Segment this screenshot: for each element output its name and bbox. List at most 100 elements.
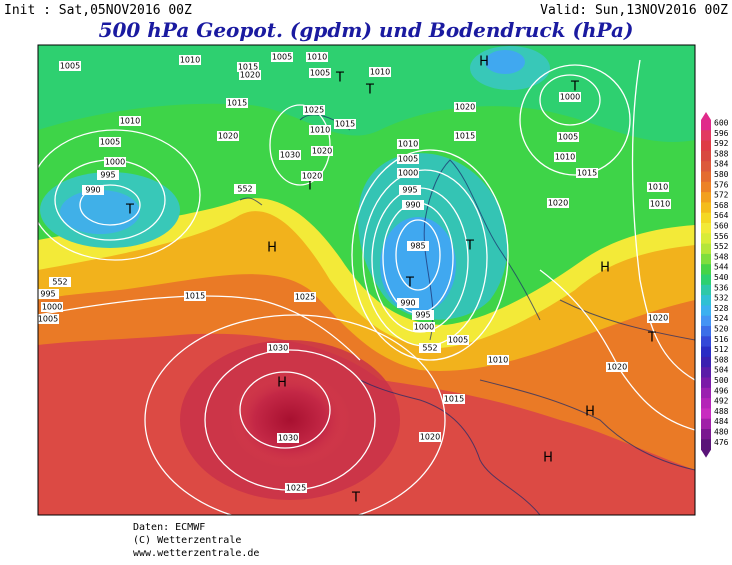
isobar-label: 1030	[280, 151, 300, 160]
colorbar-swatch	[701, 253, 711, 265]
isobar-label-bg	[279, 150, 301, 160]
isobar-label: 552	[52, 278, 67, 287]
colorbar-swatch	[701, 295, 711, 306]
isobar-label-bg	[267, 343, 289, 353]
colorbar-swatch	[701, 161, 711, 172]
isobar-label: 995	[100, 171, 115, 180]
isobar-label: 1005	[100, 138, 120, 147]
colorbar-bottom-arrow	[701, 449, 711, 458]
footer-url: www.wetterzentrale.de	[133, 548, 259, 559]
colorbar-swatch	[701, 130, 711, 142]
pressure-center: T	[125, 203, 134, 218]
isobar-label-bg	[402, 200, 424, 210]
pressure-center: H	[543, 451, 553, 466]
isobar-label: 1010	[555, 153, 575, 162]
colorbar-label: 564	[714, 211, 729, 220]
isobar-label-bg	[38, 314, 59, 324]
colorbar-label: 576	[714, 180, 729, 189]
isobar-label: 1020	[420, 433, 440, 442]
pressure-center: T	[647, 331, 656, 346]
isobar-label-bg	[454, 102, 476, 112]
colorbar-swatch	[701, 367, 711, 378]
colorbar-label: 556	[714, 232, 729, 241]
isobar-label-bg	[303, 105, 325, 115]
isobar-label-bg	[38, 289, 59, 299]
isobar-label-bg	[576, 168, 598, 178]
isobar-label: 1030	[268, 344, 288, 353]
isobar-label: 985	[410, 242, 425, 251]
isobar-label: 1030	[278, 434, 298, 443]
isobar-label-bg	[399, 185, 421, 195]
colorbar-swatch	[701, 171, 711, 183]
isobar-label: 1010	[650, 200, 670, 209]
colorbar-label: 484	[714, 417, 729, 426]
isobar-label-bg	[104, 157, 126, 167]
isobar-label-bg	[413, 322, 435, 332]
isobar-label: 1010	[648, 183, 668, 192]
colorbar-top-arrow	[701, 112, 711, 120]
colorbar-swatch	[701, 398, 711, 409]
high-core	[230, 372, 350, 468]
isobar-label: 1015	[444, 395, 464, 404]
pressure-center: H	[600, 261, 610, 276]
colorbar-label: 584	[714, 160, 729, 169]
isobar-label: 1005	[60, 62, 80, 71]
colorbar-swatch	[701, 387, 711, 399]
colorbar-swatch	[701, 202, 711, 214]
colorbar-swatch	[701, 377, 711, 389]
isobar-label-bg	[294, 292, 316, 302]
colorbar-swatch	[701, 120, 711, 131]
colorbar-label: 512	[714, 345, 729, 354]
isobar-label: 1005	[310, 69, 330, 78]
colorbar-swatch	[701, 223, 711, 234]
isobar-label: 1015	[455, 132, 475, 141]
isobar-label-bg	[557, 132, 579, 142]
isobar-label-bg	[234, 184, 256, 194]
map-title: 500 hPa Geopot. (gpdm) und Bodendruck (h…	[99, 18, 634, 42]
colorbar-label: 528	[714, 304, 729, 313]
colorbar-label: 508	[714, 355, 729, 364]
pressure-center: T	[570, 80, 579, 95]
colorbar-label: 572	[714, 191, 729, 200]
colorbar-swatch	[701, 181, 711, 193]
isobar-label-bg	[226, 98, 248, 108]
isobar-label: 1020	[648, 314, 668, 323]
map-frame	[37, 44, 696, 516]
isobar-label-bg	[419, 343, 441, 353]
isobar-label: 1020	[240, 71, 260, 80]
isobar-label: 990	[405, 201, 420, 210]
low-north-core	[485, 50, 525, 74]
isobar-label-bg	[397, 298, 419, 308]
colorbar-label: 580	[714, 170, 729, 179]
colorbar-label: 532	[714, 294, 729, 303]
isobar-label-bg	[369, 67, 391, 77]
isobar-label-bg	[306, 52, 328, 62]
isobar-label: 1000	[398, 169, 418, 178]
isobar-label: 1015	[577, 169, 597, 178]
colorbar-label: 496	[714, 386, 729, 395]
colorbar-label: 476	[714, 438, 729, 447]
colorbar-swatch	[701, 346, 711, 358]
isobar-label: 1020	[302, 172, 322, 181]
isobar-label-bg	[443, 394, 465, 404]
isobar-label: 1010	[370, 68, 390, 77]
colorbar-swatch	[701, 418, 711, 430]
colorbar-label: 540	[714, 273, 729, 282]
isobar-label-bg	[487, 355, 509, 365]
colorbar-label: 488	[714, 407, 729, 416]
colorbar-swatch	[701, 429, 711, 440]
isobar-label: 1010	[398, 140, 418, 149]
isobar-label: 1005	[272, 53, 292, 62]
colorbar-swatch	[701, 305, 711, 317]
colorbar-label: 520	[714, 325, 729, 334]
isobar-label: 1010	[120, 117, 140, 126]
isobar-label-bg	[97, 170, 119, 180]
colorbar-label: 536	[714, 283, 729, 292]
pressure-center: T	[465, 239, 474, 254]
isobar-label: 1000	[414, 323, 434, 332]
isobar-label-bg	[559, 92, 581, 102]
colorbar-swatch	[701, 150, 711, 162]
isobar-label-bg	[606, 362, 628, 372]
colorbar-label: 600	[714, 119, 729, 128]
